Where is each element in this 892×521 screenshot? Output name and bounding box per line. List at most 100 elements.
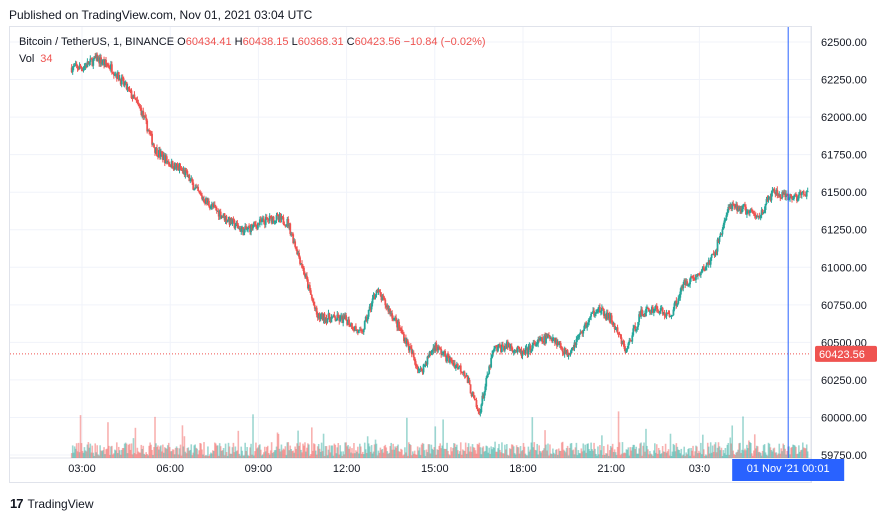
candle-body [696, 274, 698, 276]
candle-body [499, 344, 501, 347]
volume-bar [296, 443, 298, 458]
candle-body [234, 226, 237, 228]
volume-bar [723, 453, 726, 458]
candle-body [718, 237, 721, 242]
volume-bar [789, 454, 791, 458]
volume-bar [654, 443, 656, 458]
volume-bar [184, 451, 187, 458]
volume-bar [284, 446, 287, 458]
volume-bar [217, 455, 220, 458]
volume-bar [338, 454, 341, 458]
candle-body [672, 309, 675, 316]
volume-bar [669, 433, 672, 458]
volume-bar [507, 455, 510, 458]
volume-bar [202, 454, 204, 458]
volume-bar [555, 449, 557, 458]
candle-body [460, 371, 463, 373]
volume-bar [519, 446, 522, 458]
candle-body [165, 156, 168, 162]
volume-bar [334, 444, 337, 458]
tradingview-logo-icon[interactable]: 17 [10, 496, 24, 511]
candle-body [517, 346, 520, 348]
volume-bar [696, 446, 698, 458]
candle-body [796, 195, 798, 201]
candle-body [747, 211, 750, 214]
candle-body [370, 303, 373, 310]
volume-bar [532, 447, 535, 458]
candle-body [712, 253, 715, 255]
volume-bar [493, 447, 495, 458]
volume-bar [738, 443, 740, 458]
volume-bar [646, 445, 648, 458]
candle-body [783, 192, 786, 195]
candle-body [348, 319, 350, 326]
candle-body [764, 203, 767, 210]
volume-bar [782, 443, 784, 458]
volume-bar [403, 454, 405, 458]
volume-bar [767, 442, 770, 458]
volume-bar [517, 447, 520, 458]
brand-name[interactable]: TradingView [27, 496, 94, 511]
candle-body [743, 205, 745, 207]
candle-body [461, 371, 464, 373]
volume-bar [319, 451, 322, 458]
candle-body [737, 206, 740, 211]
candle-body [312, 301, 315, 306]
volume-bar [155, 443, 157, 458]
volume-bar [432, 449, 435, 458]
volume-bar [476, 443, 479, 458]
candle-body [351, 323, 353, 330]
published-caption: Published on TradingView.com, Nov 01, 20… [9, 8, 313, 22]
volume-bar [215, 445, 218, 458]
volume-bar [143, 453, 146, 458]
candle-body [271, 216, 274, 223]
volume-bar [414, 454, 417, 458]
volume-bar [561, 441, 564, 458]
candle-body [804, 194, 807, 197]
candle-body [273, 221, 276, 223]
volume-bar [418, 447, 421, 458]
candle-body [567, 354, 570, 357]
candle-body [97, 57, 100, 62]
volume-bar [596, 455, 598, 458]
volume-bar [77, 442, 80, 458]
candle-body [119, 78, 122, 85]
volume-bar [309, 455, 311, 458]
candle-body [350, 323, 352, 326]
candle-body [297, 252, 299, 255]
volume-bar [365, 452, 368, 458]
volume-bar [530, 442, 533, 458]
candle-body [698, 273, 700, 275]
volume-bar [467, 443, 470, 458]
candle-body [748, 210, 751, 214]
candle-body [587, 322, 590, 325]
volume-bar [775, 452, 778, 458]
volume-bar [114, 449, 116, 458]
candle-body [423, 364, 426, 366]
volume-bar [166, 445, 169, 458]
volume-bar [402, 455, 404, 458]
symbol-label[interactable]: Bitcoin / TetherUS, 1, BINANCE [19, 36, 175, 48]
volume-bar [191, 455, 194, 458]
candle-body [135, 99, 138, 101]
candle-body [175, 164, 178, 168]
volume-bar [479, 447, 482, 458]
volume-bar [590, 442, 592, 458]
candle-body [602, 309, 605, 316]
volume-bar [468, 451, 471, 458]
candle-body [629, 340, 632, 342]
volume-bar [322, 433, 325, 458]
candle-body [164, 156, 167, 163]
volume-bar [343, 454, 345, 458]
candle-body [506, 341, 509, 348]
volume-bar [420, 444, 423, 458]
candle-body [361, 330, 364, 333]
volume-bar [234, 446, 237, 458]
volume-bar [795, 446, 797, 458]
candle-body [778, 194, 781, 196]
candle-body [795, 194, 797, 196]
volume-bar [409, 445, 412, 458]
volume-bar [509, 449, 512, 458]
candle-body [569, 353, 572, 355]
